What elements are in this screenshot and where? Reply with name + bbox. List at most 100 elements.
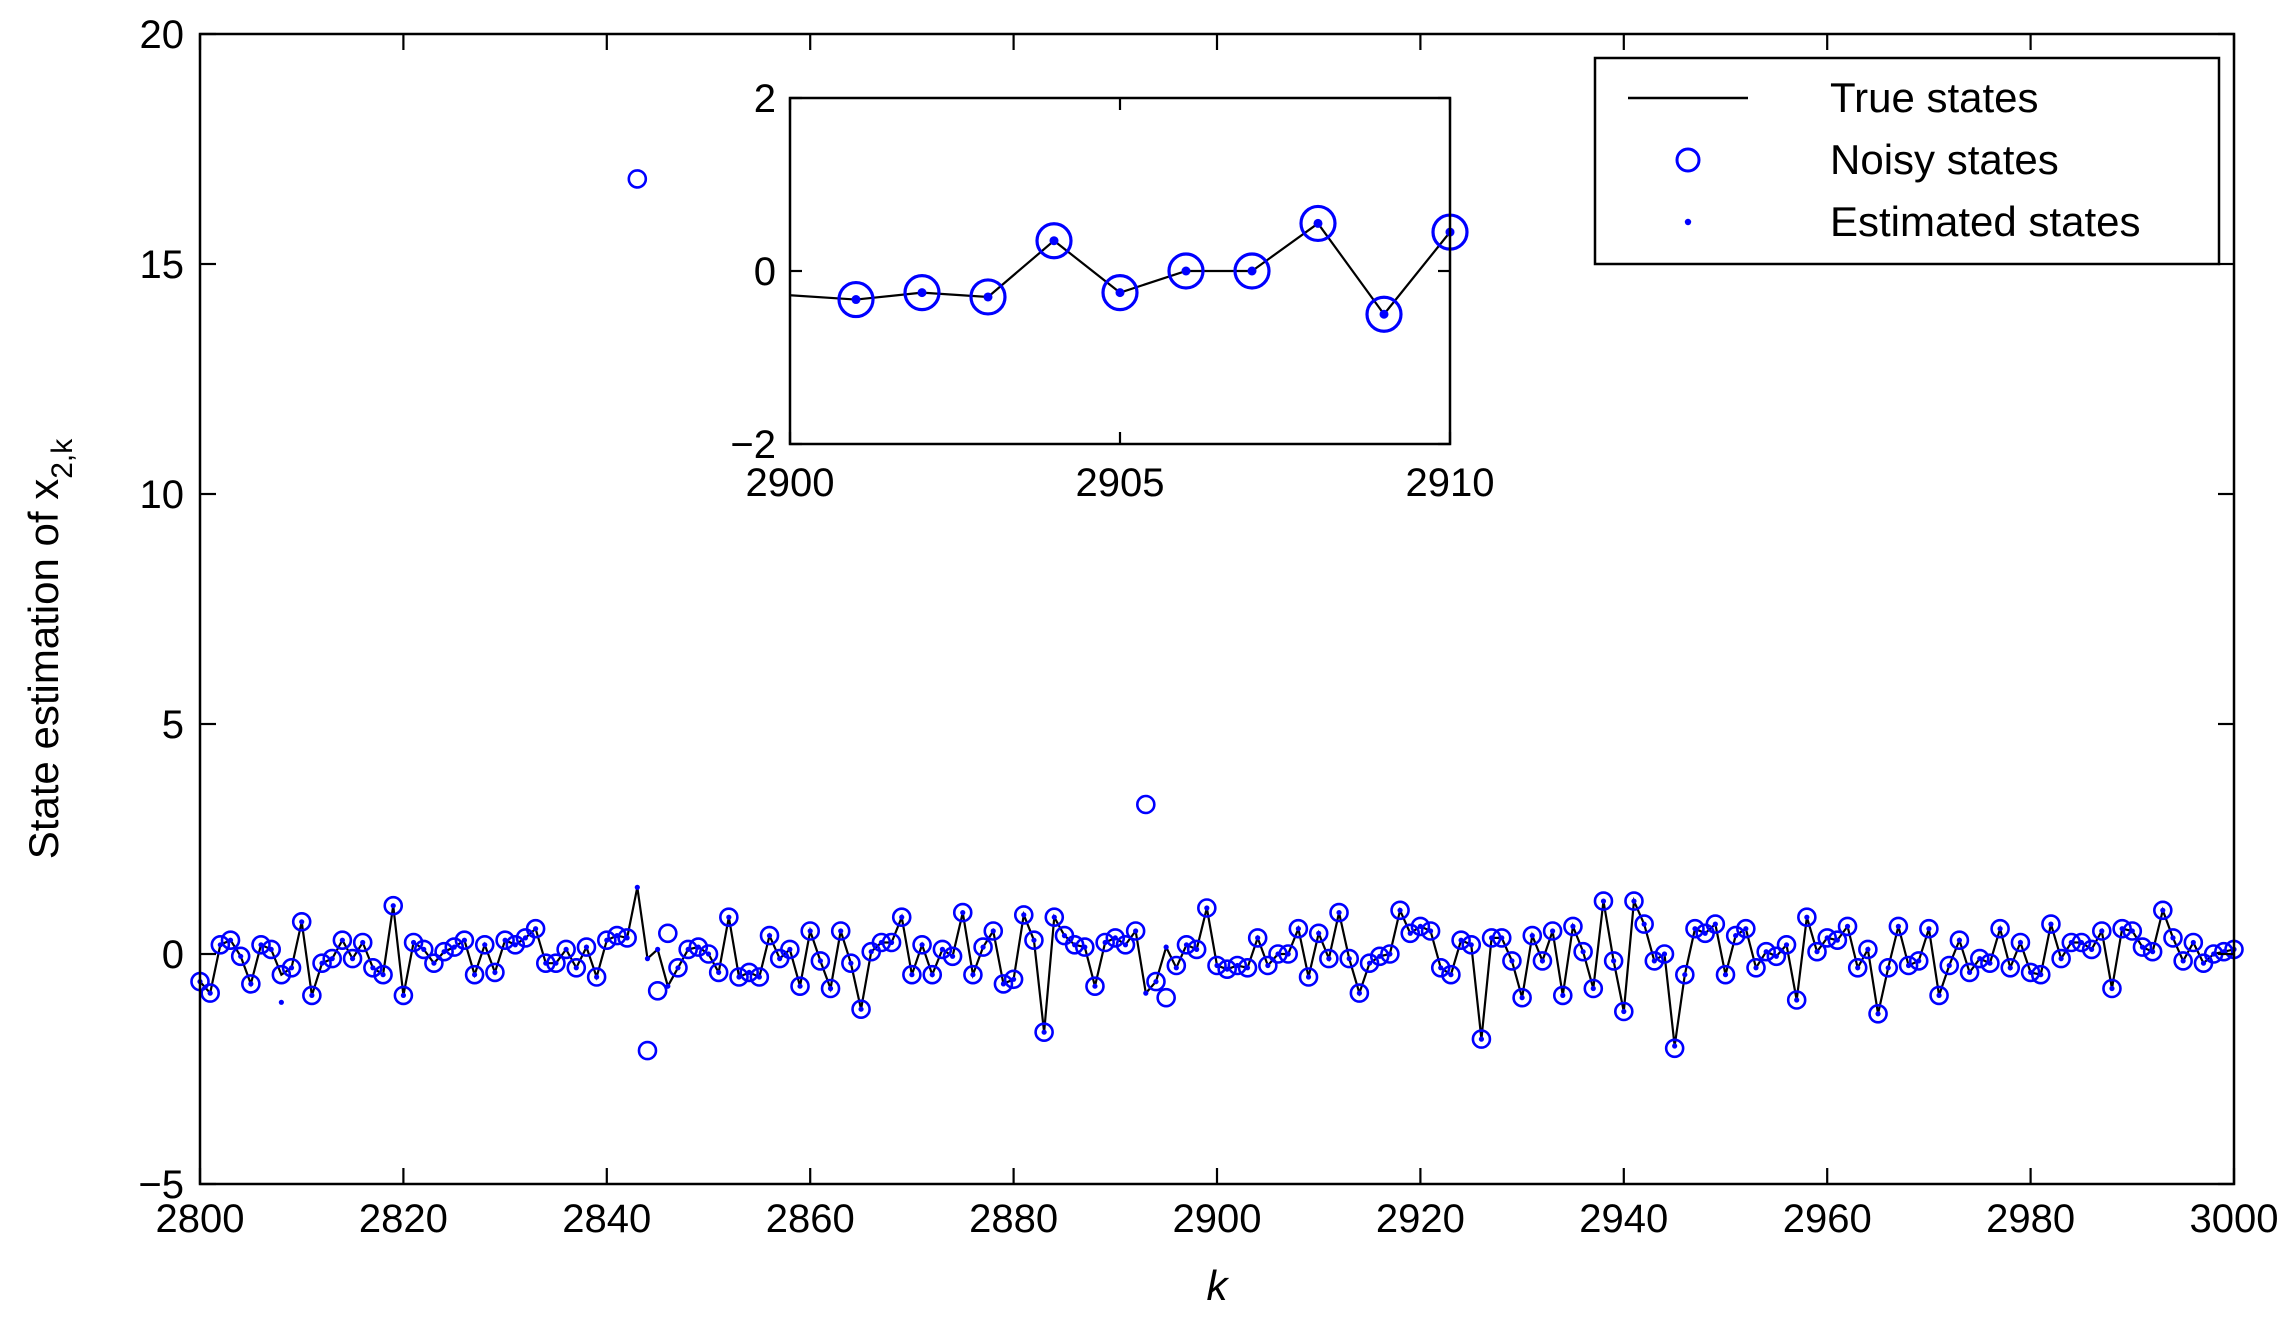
noisy-state-point bbox=[210, 934, 231, 955]
noisy-state-point bbox=[912, 934, 932, 955]
x-tick-label: 2940 bbox=[1579, 1197, 1668, 1241]
estimated-state-point bbox=[1733, 933, 1739, 939]
estimated-state-point bbox=[929, 972, 935, 978]
noisy-state-point bbox=[220, 930, 241, 951]
noisy-state-point bbox=[1441, 964, 1461, 985]
estimated-state-point bbox=[1173, 965, 1179, 971]
noisy-state-point bbox=[1430, 957, 1451, 978]
estimated-state-point bbox=[848, 960, 854, 966]
y-axis-label-group: State estimation of x2,k bbox=[20, 438, 79, 860]
legend: True states Noisy states Estimated state… bbox=[1593, 56, 2221, 266]
noisy-state-point bbox=[302, 985, 322, 1006]
noisy-state-point bbox=[1339, 948, 1360, 969]
inset-estimated-state-point bbox=[917, 288, 927, 298]
noisy-state-point bbox=[1400, 923, 1421, 944]
noisy-state-point bbox=[1634, 914, 1654, 934]
x-tick-label: 2820 bbox=[359, 1197, 448, 1241]
estimated-state-point bbox=[1163, 944, 1169, 950]
inset-y-tick-label: −2 bbox=[730, 423, 776, 467]
noisy-state-point bbox=[2122, 921, 2143, 941]
noisy-state-point bbox=[1593, 891, 1614, 911]
noisy-state-point bbox=[525, 918, 546, 939]
estimated-state-point bbox=[644, 956, 651, 962]
estimated-state-point bbox=[319, 960, 325, 966]
y-tick-label: 15 bbox=[140, 243, 185, 287]
estimated-state-point bbox=[1072, 942, 1078, 948]
legend-estimated-label: Estimated states bbox=[1830, 198, 2140, 245]
x-tick-label: 3000 bbox=[2190, 1197, 2279, 1241]
noisy-state-point bbox=[1624, 891, 1644, 911]
noisy-state-point bbox=[830, 921, 851, 941]
noisy-state-point bbox=[1451, 930, 1471, 951]
noisy-state-point bbox=[261, 939, 281, 960]
estimated-state-point bbox=[1082, 944, 1088, 950]
noisy-state-point bbox=[1380, 944, 1400, 964]
noisy-state-point bbox=[800, 921, 821, 941]
estimated-state-point bbox=[309, 992, 315, 999]
noisy-state-point bbox=[332, 930, 353, 951]
noisy-state-point bbox=[576, 937, 597, 957]
noisy-state-point bbox=[251, 934, 271, 955]
y-tick-label: 20 bbox=[140, 13, 185, 57]
noisy-state-point bbox=[2020, 962, 2041, 983]
estimated-state-point bbox=[1702, 930, 1708, 936]
noisy-state-point bbox=[993, 974, 1014, 994]
inset-estimated-state-point bbox=[1379, 309, 1389, 319]
x-tick-label: 2900 bbox=[1173, 1197, 1262, 1241]
noisy-state-point bbox=[810, 951, 831, 971]
noisy-state-point bbox=[1766, 946, 1787, 967]
noisy-state-point bbox=[413, 939, 434, 960]
estimated-state-point bbox=[1051, 914, 1057, 920]
noisy-state-point bbox=[1969, 948, 1990, 969]
estimated-state-point bbox=[2007, 965, 2013, 971]
noisy-state-point bbox=[556, 939, 576, 960]
estimated-state-point bbox=[695, 944, 701, 950]
estimated-state-point bbox=[563, 946, 569, 953]
noisy-state-point bbox=[1878, 957, 1899, 978]
estimated-state-point bbox=[288, 965, 295, 971]
estimated-state-point bbox=[1407, 930, 1413, 936]
estimated-state-point bbox=[533, 926, 539, 932]
noisy-state-point bbox=[1573, 941, 1593, 962]
estimated-state-point bbox=[1204, 905, 1210, 911]
estimated-state-point bbox=[329, 956, 335, 962]
estimated-state-point bbox=[217, 942, 223, 948]
estimated-state-point bbox=[451, 944, 457, 950]
estimated-state-point bbox=[1956, 937, 1963, 943]
noisy-state-point bbox=[1095, 932, 1115, 953]
noisy-state-point bbox=[1085, 976, 1105, 997]
estimated-state-point bbox=[349, 956, 356, 962]
noisy-state-point bbox=[688, 937, 709, 957]
estimated-state-point bbox=[1743, 926, 1749, 932]
noisy-state-point bbox=[983, 921, 1004, 941]
x-axis-label: k bbox=[1207, 1262, 1230, 1309]
y-axis-label-main: State estimation of x bbox=[20, 479, 67, 860]
estimated-state-point bbox=[2048, 921, 2054, 927]
main-series-group bbox=[190, 169, 2244, 1061]
estimated-state-point bbox=[1427, 928, 1434, 934]
estimated-state-point bbox=[1519, 995, 1525, 1001]
estimated-state-point bbox=[1153, 979, 1159, 985]
noisy-state-point bbox=[1939, 955, 1960, 976]
estimated-state-point bbox=[716, 969, 722, 976]
noisy-state-point bbox=[841, 953, 861, 974]
noisy-state-point bbox=[403, 932, 424, 953]
estimated-state-point bbox=[1316, 930, 1322, 936]
noisy-state-point bbox=[963, 964, 983, 985]
noisy-state-point bbox=[1705, 914, 1726, 934]
noisy-state-point bbox=[566, 957, 587, 978]
inset-estimated-state-point bbox=[1181, 266, 1191, 276]
noisy-state-point bbox=[1797, 907, 1817, 928]
noisy-state-point bbox=[1013, 905, 1034, 925]
noisy-state-point bbox=[1359, 953, 1380, 974]
estimated-state-point bbox=[665, 983, 671, 989]
noisy-state-point bbox=[322, 948, 343, 969]
estimated-state-point bbox=[1468, 942, 1474, 948]
estimated-state-point bbox=[675, 965, 681, 971]
estimated-state-point bbox=[2028, 969, 2034, 976]
noisy-state-point bbox=[1186, 939, 1207, 960]
inset-noisy-state-point bbox=[1101, 274, 1139, 312]
estimated-state-point bbox=[2180, 958, 2186, 964]
y-tick-label: −5 bbox=[138, 1163, 184, 1207]
noisy-state-point bbox=[1746, 957, 1766, 978]
